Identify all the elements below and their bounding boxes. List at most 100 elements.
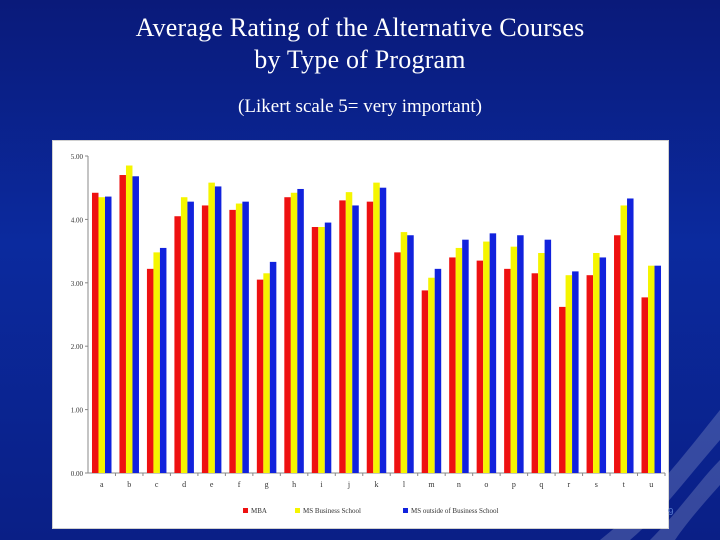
- bar-ms-business-school-b: [125, 165, 133, 473]
- bar-mba-q: [531, 273, 539, 473]
- bar-ms-business-school-g: [263, 273, 270, 473]
- legend-label-2: MS Business School: [303, 507, 361, 515]
- slide-title-line2: by Type of Program: [254, 45, 466, 74]
- x-tick-label-o: o: [484, 480, 488, 489]
- bar-ms-outside-of-business-school-r: [572, 271, 579, 473]
- x-tick-label-m: m: [428, 480, 435, 489]
- slide-title: Average Rating of the Alternative Course…: [0, 12, 720, 76]
- bar-ms-outside-of-business-school-f: [242, 201, 249, 473]
- bar-mba-l: [394, 252, 401, 473]
- bar-mba-f: [229, 209, 236, 473]
- bar-ms-outside-of-business-school-o: [489, 233, 497, 473]
- bar-mba-n: [449, 257, 456, 473]
- bar-ms-business-school-f: [235, 203, 243, 474]
- bar-mba-k: [366, 201, 374, 473]
- x-tick-label-d: d: [182, 480, 186, 489]
- x-tick-label-u: u: [649, 480, 653, 489]
- x-tick-label-n: n: [457, 480, 461, 489]
- legend-label-3: MS outside of Business School: [411, 507, 499, 515]
- bar-ms-business-school-n: [455, 247, 463, 473]
- bar-ms-outside-of-business-school-a: [104, 196, 112, 474]
- bar-ms-outside-of-business-school-b: [132, 176, 139, 473]
- slide-title-line1: Average Rating of the Alternative Course…: [135, 13, 585, 42]
- bar-ms-business-school-d: [180, 197, 188, 473]
- bar-ms-outside-of-business-school-i: [324, 222, 332, 473]
- bar-ms-outside-of-business-school-q: [544, 239, 552, 473]
- x-tick-label-s: s: [595, 480, 598, 489]
- chart-panel: 0.00 1.00 2.00 3.00 4.00 5.00 a b c d e f g h i j k l m n o p…: [52, 140, 669, 529]
- x-tick-label-j: j: [347, 480, 350, 489]
- y-tick-label: 0.00: [71, 470, 84, 478]
- y-tick-label: 3.00: [71, 280, 84, 288]
- decorative-swoosh: [600, 410, 720, 540]
- bar-ms-business-school-e: [208, 182, 215, 473]
- y-tick-label: 2.00: [71, 343, 84, 351]
- bar-ms-outside-of-business-school-u: [654, 265, 662, 473]
- bar-ms-business-school-r: [565, 275, 573, 473]
- bar-mba-o: [476, 260, 484, 473]
- legend-swatch-1: [243, 508, 248, 513]
- bar-ms-outside-of-business-school-e: [214, 186, 222, 473]
- x-tick-label-c: c: [155, 480, 159, 489]
- bar-ms-business-school-c: [153, 252, 160, 473]
- slide-number: 9: [668, 507, 674, 518]
- bar-ms-business-school-k: [373, 182, 380, 473]
- bar-mba-s: [586, 275, 594, 473]
- bar-ms-outside-of-business-school-c: [159, 247, 167, 473]
- x-tick-label-f: f: [238, 480, 241, 489]
- legend-label-1: MBA: [251, 507, 267, 515]
- y-tick-label: 5.00: [71, 153, 84, 161]
- bar-ms-business-school-u: [648, 265, 655, 473]
- bar-mba-d: [174, 216, 181, 473]
- bar-mba-j: [339, 200, 346, 473]
- bar-ms-business-school-o: [483, 241, 490, 473]
- x-tick-label-a: a: [100, 480, 104, 489]
- bar-mba-t: [614, 235, 621, 473]
- slide-subtitle: (Likert scale 5= very important): [238, 96, 482, 117]
- bar-mba-c: [146, 268, 154, 473]
- x-tick-label-g: g: [265, 480, 269, 489]
- bar-ms-business-school-h: [290, 192, 298, 473]
- x-tick-label-r: r: [567, 480, 570, 489]
- bar-mba-p: [504, 268, 511, 473]
- bar-ms-outside-of-business-school-m: [434, 268, 442, 473]
- x-tick-label-i: i: [320, 480, 323, 489]
- x-tick-label-h: h: [292, 480, 296, 489]
- legend-swatch-3: [403, 508, 408, 513]
- bar-ms-business-school-q: [538, 253, 545, 473]
- bar-ms-business-school-l: [400, 232, 408, 473]
- bar-ms-outside-of-business-school-n: [462, 239, 469, 473]
- bar-ms-outside-of-business-school-d: [187, 201, 194, 473]
- bar-ms-outside-of-business-school-s: [599, 257, 607, 473]
- bar-ms-outside-of-business-school-p: [517, 235, 524, 473]
- x-tick-label-e: e: [210, 480, 214, 489]
- bar-ms-business-school-m: [428, 277, 435, 473]
- bar-ms-outside-of-business-school-k: [379, 187, 387, 473]
- bar-mba-h: [284, 197, 291, 473]
- x-tick-label-p: p: [512, 480, 516, 489]
- bar-mba-r: [559, 306, 566, 473]
- bar-mba-u: [641, 297, 649, 473]
- bar-ms-outside-of-business-school-h: [297, 188, 304, 473]
- x-tick-label-q: q: [539, 480, 543, 489]
- bar-ms-business-school-j: [345, 192, 353, 473]
- bar-mba-i: [311, 227, 319, 473]
- bar-mba-m: [421, 290, 429, 473]
- bar-ms-business-school-s: [593, 253, 600, 473]
- bar-ms-outside-of-business-school-l: [407, 235, 414, 473]
- x-tick-label-k: k: [375, 480, 379, 489]
- bar-chart: 0.00 1.00 2.00 3.00 4.00 5.00 a b c d e f g h i j k l m n o p…: [71, 153, 666, 515]
- bar-mba-a: [91, 192, 99, 473]
- bar-mba-b: [119, 175, 126, 473]
- bar-ms-outside-of-business-school-g: [269, 261, 277, 473]
- bar-mba-e: [201, 205, 209, 473]
- legend-swatch-2: [295, 508, 300, 513]
- bar-ms-business-school-a: [98, 197, 105, 473]
- y-tick-label: 1.00: [71, 407, 84, 415]
- bar-ms-outside-of-business-school-j: [352, 205, 359, 473]
- bar-ms-business-school-p: [510, 246, 518, 473]
- bar-mba-g: [256, 279, 264, 473]
- bar-ms-business-school-t: [620, 205, 628, 473]
- bar-ms-outside-of-business-school-t: [627, 198, 634, 473]
- y-tick-label: 4.00: [71, 216, 84, 224]
